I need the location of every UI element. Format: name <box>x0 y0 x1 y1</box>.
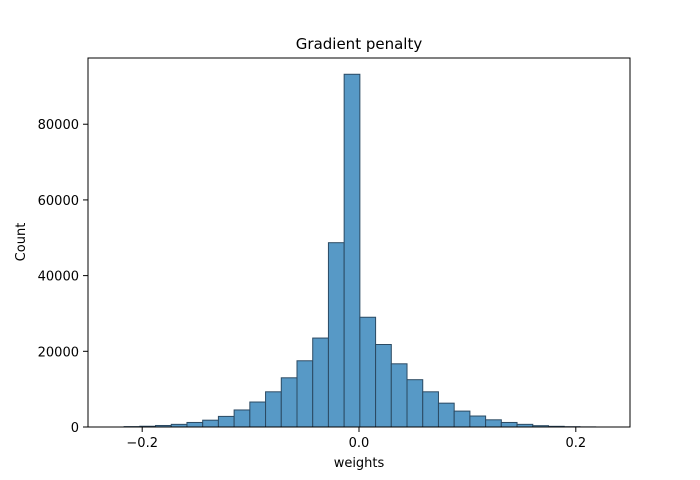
histogram-bar-8 <box>249 401 267 428</box>
plot-area-frame <box>87 57 631 428</box>
histogram-bar-21 <box>453 410 471 428</box>
histogram-bar-14 <box>343 73 361 428</box>
histogram-bar-5 <box>202 419 219 428</box>
histogram-bar-16 <box>375 344 392 428</box>
x-tick-label: 0.0 <box>349 436 370 451</box>
chart-title: Gradient penalty <box>296 35 423 53</box>
histogram-bar-6 <box>217 415 235 428</box>
histogram-bar-7 <box>233 409 251 428</box>
histogram-bar-4 <box>186 421 204 428</box>
histogram-bar-9 <box>265 391 282 428</box>
histogram-bar-13 <box>327 242 345 428</box>
histogram-bar-12 <box>312 337 329 428</box>
y-axis-label: Count <box>14 223 29 262</box>
histogram-bar-15 <box>359 316 377 428</box>
x-tick-label: −0.2 <box>126 436 158 451</box>
histogram-bar-11 <box>296 360 314 428</box>
y-tick-label: 40000 <box>38 270 79 285</box>
y-tick-label: 80000 <box>38 118 79 133</box>
histogram-bar-17 <box>390 363 408 428</box>
histogram-bars <box>123 73 597 428</box>
histogram-bar-10 <box>280 377 298 428</box>
histogram-bar-23 <box>485 419 502 428</box>
y-tick-label: 0 <box>71 421 79 436</box>
histogram-bar-20 <box>437 402 455 428</box>
y-tick-label: 20000 <box>38 345 79 360</box>
x-axis-ticks: −0.2 0.0 0.2 <box>126 427 586 451</box>
histogram-bar-18 <box>406 379 424 428</box>
histogram-bar-24 <box>500 421 518 428</box>
y-axis-ticks: 0 20000 40000 60000 80000 <box>38 118 88 436</box>
histogram-bar-19 <box>422 391 439 428</box>
histogram-bar-22 <box>469 415 487 428</box>
x-tick-label: 0.2 <box>565 436 586 451</box>
y-tick-label: 60000 <box>38 194 79 209</box>
x-axis-label: weights <box>334 456 385 471</box>
